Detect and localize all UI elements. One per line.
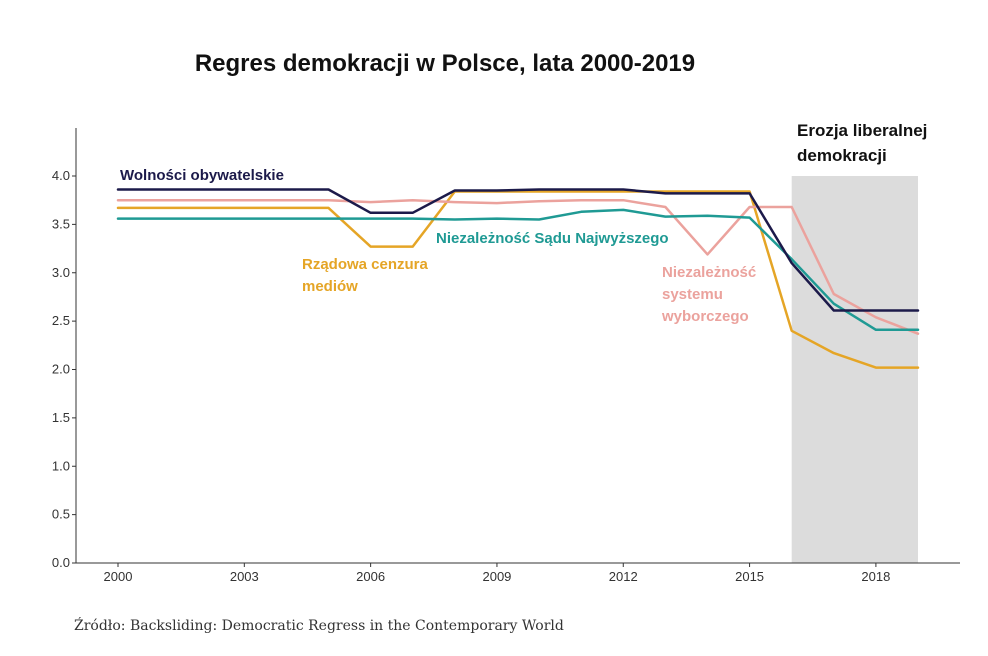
x-tick-label: 2006 bbox=[356, 569, 385, 584]
y-tick-label: 1.5 bbox=[52, 410, 70, 425]
x-tick-label: 2012 bbox=[609, 569, 638, 584]
y-tick-label: 2.0 bbox=[52, 362, 70, 377]
series-label-line: mediów bbox=[302, 278, 358, 295]
y-tick-label: 1.0 bbox=[52, 458, 70, 473]
y-tick-label: 2.5 bbox=[52, 313, 70, 328]
y-tick-label: 3.0 bbox=[52, 265, 70, 280]
series-label-line: systemu bbox=[662, 286, 723, 303]
axes-layer: 0.0 0.5 1.0 1.5 2.0 2.5 3.0 3.5 4.0 2000 2003 2006 2… bbox=[52, 128, 960, 584]
x-tick-label: 2009 bbox=[482, 569, 511, 584]
series-label-0: Wolności obywatelskie bbox=[120, 167, 284, 184]
series-lines-layer bbox=[116, 188, 920, 369]
y-tick-label: 4.0 bbox=[52, 168, 70, 183]
x-tick-label: 2015 bbox=[735, 569, 764, 584]
x-tick-label: 2000 bbox=[104, 569, 133, 584]
series-labels-layer: Wolności obywatelskie Rządowa cenzura medi… bbox=[120, 167, 756, 325]
source-note: Źródło: Backsliding: Democratic Regress … bbox=[74, 618, 564, 634]
series-label-line: Rządowa cenzura bbox=[302, 256, 429, 273]
series-label-2: Niezależność Sądu Najwyższego bbox=[436, 230, 669, 247]
shaded-region-label: Erozja liberalnej demokracji bbox=[797, 121, 927, 165]
series-label-1: Rządowa cenzura mediów bbox=[302, 256, 429, 295]
series-label-line: Niezależność bbox=[662, 264, 756, 281]
series-line-3 bbox=[116, 198, 920, 335]
series-label-line: wyborczego bbox=[661, 308, 749, 325]
chart-title: Regres demokracji w Polsce, lata 2000-20… bbox=[194, 50, 696, 77]
series-line-0 bbox=[116, 188, 920, 312]
y-tick-label: 3.5 bbox=[52, 216, 70, 231]
shaded-region-label-line: Erozja liberalnej bbox=[797, 121, 927, 140]
series-label-line: Niezależność Sądu Najwyższego bbox=[436, 230, 669, 247]
y-tick-label: 0.0 bbox=[52, 555, 70, 570]
x-tick-label: 2003 bbox=[230, 569, 259, 584]
x-tick-label: 2018 bbox=[861, 569, 890, 584]
shaded-region bbox=[791, 176, 918, 563]
series-label-line: Wolności obywatelskie bbox=[120, 167, 284, 184]
shaded-region-layer: Erozja liberalnej demokracji bbox=[791, 121, 927, 563]
series-line-1 bbox=[116, 190, 920, 369]
series-label-3: Niezależność systemu wyborczego bbox=[661, 264, 756, 325]
y-tick-label: 0.5 bbox=[52, 507, 70, 522]
shaded-region-label-line: demokracji bbox=[797, 146, 887, 165]
